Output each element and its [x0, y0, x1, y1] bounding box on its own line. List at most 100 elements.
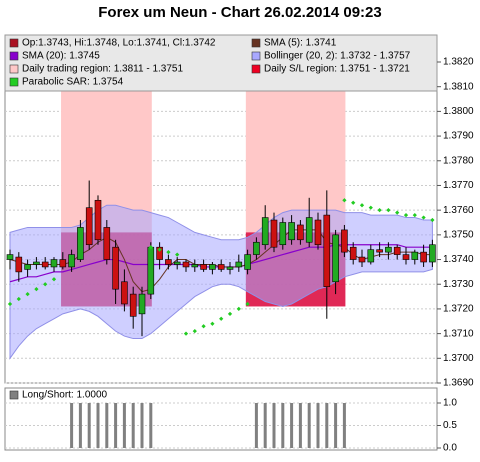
candle-body: [156, 246, 163, 260]
sar-dot: [219, 316, 224, 321]
y-tick-label: 0.5: [443, 420, 457, 431]
sar-dot: [210, 321, 215, 326]
legend-swatch: [251, 64, 261, 74]
sar-dot: [403, 212, 409, 218]
sar-dot: [183, 331, 189, 336]
candle-body: [367, 249, 375, 263]
candle-body: [420, 251, 427, 263]
legend-label: Daily S/L region: 1.3751 - 1.3721: [264, 64, 410, 75]
candle-body: [50, 259, 58, 268]
bar: [298, 403, 302, 448]
lower-panel: [4, 387, 438, 451]
candle-body: [182, 261, 190, 268]
candle-body: [33, 261, 40, 265]
candle-body: [305, 217, 313, 243]
bar: [342, 403, 346, 448]
bar: [96, 403, 100, 448]
candle-body: [429, 244, 436, 263]
legend-swatch: [9, 390, 19, 400]
sar-dot: [412, 212, 417, 218]
bar: [70, 403, 74, 448]
bar: [316, 403, 320, 448]
candle-body: [165, 259, 172, 265]
trading-region: [245, 84, 346, 233]
candle-body: [94, 199, 102, 241]
legend-label: Bollinger (20, 2): 1.3732 - 1.3757: [264, 51, 411, 62]
candle-body: [226, 266, 234, 270]
sar-dot: [201, 324, 206, 329]
candle-body: [244, 254, 251, 270]
candle-body: [200, 264, 207, 270]
legend-label: Daily trading region: 1.3811 - 1.3751: [22, 64, 183, 75]
candle-body: [15, 256, 23, 273]
candle-body: [270, 219, 278, 248]
chart-title: Forex um Neun - Chart 26.02.2014 09:23: [98, 4, 381, 21]
candle-body: [341, 229, 348, 253]
legend-swatch: [9, 77, 19, 87]
y-tick-label: 1.3700: [443, 353, 474, 364]
candle-body: [235, 261, 243, 268]
y-tick-label: 1.3710: [443, 328, 474, 339]
sar-dot: [395, 210, 400, 215]
bar: [105, 403, 109, 448]
candle-body: [41, 261, 49, 268]
y-tick-label: 1.3770: [443, 180, 474, 191]
candle-body: [209, 264, 216, 270]
legend-swatch: [9, 64, 19, 74]
bar: [334, 403, 338, 448]
candle-body: [411, 251, 419, 260]
legend-label: Parabolic SAR: 1.3754: [22, 77, 124, 88]
sar-dot: [359, 203, 365, 208]
bar: [307, 403, 311, 448]
sar-dot: [386, 208, 391, 213]
bar: [272, 403, 276, 448]
bar: [290, 403, 294, 448]
y-tick-label: 1.3790: [443, 131, 474, 142]
sar-dot: [166, 250, 171, 255]
y-tick-label: 1.3760: [443, 205, 474, 216]
candle-body: [393, 246, 401, 255]
sar-dot: [148, 245, 153, 250]
sar-dot: [236, 306, 241, 312]
candle-body: [358, 256, 366, 263]
candle-body: [68, 254, 75, 268]
legend-label: SMA (20): 1.3745: [22, 51, 100, 62]
y-tick-label: 1.3690: [443, 378, 474, 389]
y-tick-label: 1.3820: [443, 57, 474, 68]
candle-body: [217, 264, 225, 270]
candle-body: [24, 264, 31, 270]
legend-label: Long/Short: 1.0000: [22, 390, 108, 401]
candle-body: [147, 246, 155, 295]
bar: [140, 403, 144, 448]
candle-body: [112, 246, 119, 290]
candle-body: [297, 224, 304, 241]
y-tick-label: 1.3740: [443, 254, 474, 265]
legend-label: SMA (5): 1.3741: [264, 38, 337, 49]
sar-dot: [368, 205, 373, 210]
candle-body: [103, 227, 111, 260]
candle-body: [85, 207, 93, 246]
sar-dot: [192, 329, 197, 334]
candle-body: [129, 293, 137, 317]
candle-body: [349, 246, 357, 260]
candle-body: [376, 249, 383, 253]
sar-dot: [342, 198, 347, 203]
sar-dot: [430, 217, 435, 223]
candle-body: [253, 241, 260, 255]
legend-label: Op:1.3743, Hi:1.3748, Lo:1.3741, Cl:1.37…: [22, 38, 216, 49]
candle-body: [323, 214, 331, 287]
y-tick-label: 1.3780: [443, 155, 474, 166]
candle-body: [173, 261, 181, 265]
sar-dot: [421, 215, 426, 220]
bar: [281, 403, 285, 448]
y-tick-label: 1.3810: [443, 81, 474, 92]
legend-box: [4, 34, 438, 92]
candle-body: [121, 281, 128, 305]
bar: [122, 403, 126, 448]
candle-body: [77, 227, 84, 260]
sar-dot: [157, 247, 162, 252]
sar-dot: [227, 311, 233, 316]
bar: [149, 403, 153, 448]
bar: [325, 403, 329, 448]
